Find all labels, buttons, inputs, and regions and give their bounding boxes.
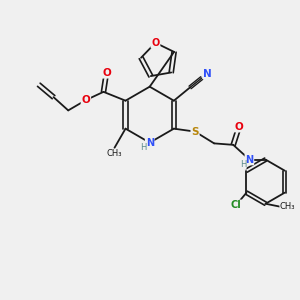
Text: O: O [102,68,111,78]
Text: N: N [146,138,154,148]
Text: N: N [245,154,253,165]
Text: S: S [191,127,199,136]
Text: H: H [240,160,246,169]
Text: N: N [203,69,212,79]
Text: H: H [140,143,146,152]
Text: O: O [82,95,90,105]
Text: O: O [235,122,244,132]
Text: CH₃: CH₃ [107,149,122,158]
Text: CH₃: CH₃ [280,202,295,211]
Text: Cl: Cl [231,200,242,210]
Text: O: O [151,38,160,48]
